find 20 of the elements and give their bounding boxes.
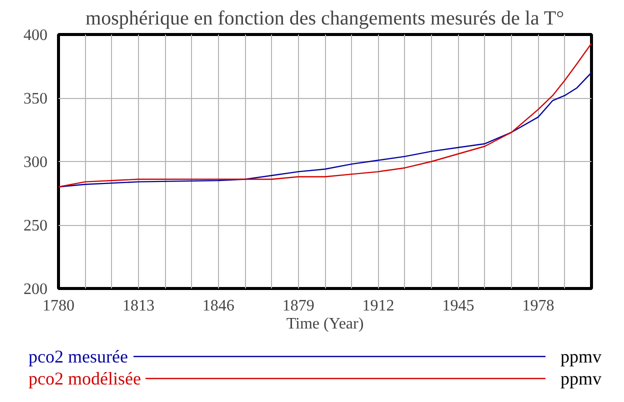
x-tick-label: 1879	[282, 298, 314, 314]
y-tick-label: 400	[24, 27, 48, 44]
line-series	[58, 72, 592, 188]
y-tick-label: 350	[24, 90, 48, 108]
text: pco2 modélisée	[28, 368, 141, 388]
x-tick-label: 1912	[362, 298, 394, 314]
x-axis-title: Time (Year)	[286, 316, 364, 332]
text: ppmv	[560, 368, 602, 388]
line-series	[58, 42, 592, 188]
y-tick-label: 250	[24, 218, 48, 234]
y-tick-label: 200	[24, 281, 48, 298]
x-tick-label: 1813	[122, 298, 154, 314]
chart-title: mosphérique en fonction des changements mesurés de la T°	[86, 8, 564, 30]
x-tick-label: 1846	[202, 298, 234, 314]
x-tick-label: 1978	[522, 298, 554, 314]
x-tick-label: 1780	[42, 298, 74, 314]
text: pco2 mesurée	[28, 346, 128, 366]
y-tick-label: 300	[24, 154, 48, 171]
text: ppmv	[560, 346, 602, 366]
x-tick-label: 1945	[442, 298, 474, 314]
